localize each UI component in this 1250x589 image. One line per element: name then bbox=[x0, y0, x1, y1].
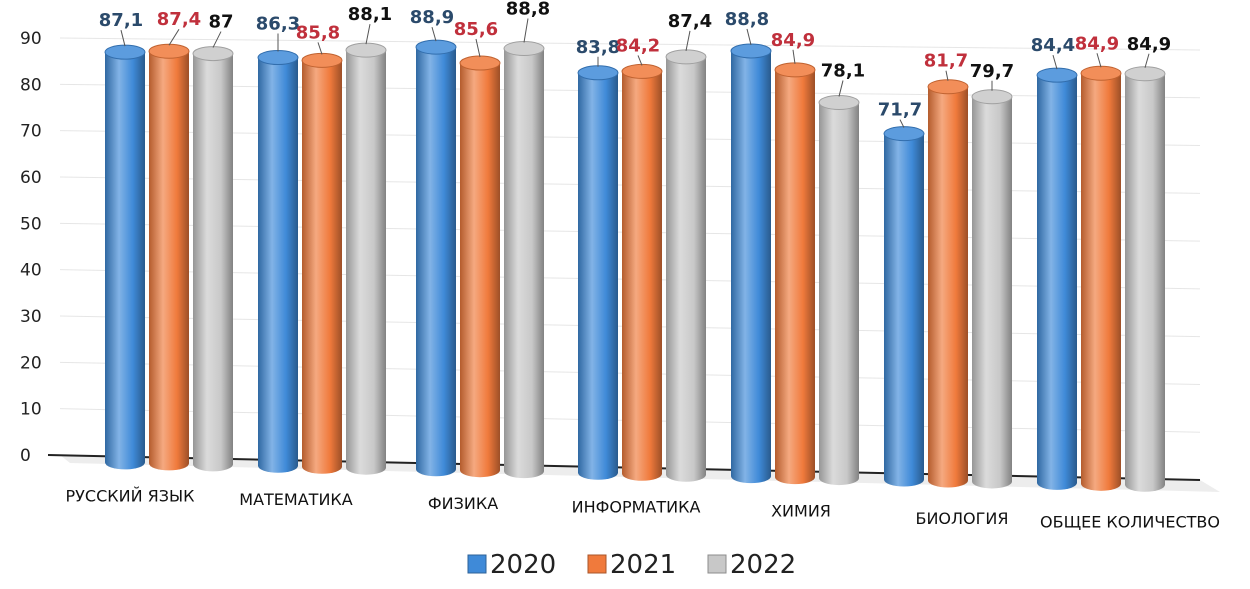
bar-2022-4 bbox=[666, 50, 706, 482]
data-label: 83,8 bbox=[576, 37, 620, 58]
data-label: 84,4 bbox=[1031, 35, 1075, 56]
label-leader-line bbox=[121, 30, 125, 46]
data-label: 79,7 bbox=[970, 61, 1014, 82]
label-leader-line bbox=[793, 50, 795, 64]
data-label: 85,8 bbox=[296, 22, 340, 43]
bar-2022-2 bbox=[346, 43, 386, 475]
x-tick-label: ИНФОРМАТИКА bbox=[572, 498, 701, 517]
label-leader-line bbox=[524, 19, 528, 43]
bar-2021-5 bbox=[775, 63, 815, 484]
data-label: 84,2 bbox=[616, 35, 660, 56]
data-label: 86,3 bbox=[256, 14, 300, 35]
x-tick-label: ФИЗИКА bbox=[428, 494, 498, 513]
data-label: 84,9 bbox=[1127, 34, 1171, 55]
label-leader-line bbox=[1145, 54, 1149, 68]
legend-label: 2020 bbox=[490, 550, 556, 580]
bar-2021-6 bbox=[928, 80, 968, 488]
legend: 2020 2021 2022 bbox=[468, 550, 796, 580]
bar-2021-7 bbox=[1081, 66, 1121, 491]
label-leader-line bbox=[318, 42, 322, 54]
bar-2020-6 bbox=[884, 127, 924, 487]
legend-swatch bbox=[468, 555, 486, 573]
data-label: 88,8 bbox=[506, 0, 550, 20]
y-tick-label: 60 bbox=[20, 168, 42, 188]
data-label: 84,9 bbox=[771, 30, 815, 51]
data-label: 85,6 bbox=[454, 19, 498, 40]
bar-2020-2 bbox=[258, 51, 298, 473]
data-label: 88,1 bbox=[348, 4, 392, 25]
data-label: 81,7 bbox=[924, 51, 968, 72]
bar-2021-3 bbox=[460, 56, 500, 477]
label-leader-line bbox=[1097, 53, 1101, 67]
y-tick-label: 90 bbox=[20, 29, 42, 49]
label-leader-line bbox=[1053, 55, 1057, 69]
legend-swatch bbox=[708, 555, 726, 573]
x-tick-label: РУССКИЙ ЯЗЫК bbox=[66, 487, 196, 506]
y-tick-label: 20 bbox=[20, 353, 42, 373]
legend-swatch bbox=[588, 555, 606, 573]
data-label: 88,9 bbox=[410, 7, 454, 28]
legend-label: 2022 bbox=[730, 550, 796, 580]
x-tick-label: ОБЩЕЕ КОЛИЧЕСТВО bbox=[1040, 512, 1220, 531]
bar-2020-1 bbox=[105, 45, 145, 469]
bar-2020-7 bbox=[1037, 68, 1077, 490]
bar-2020-5 bbox=[731, 44, 771, 483]
x-tick-label: БИОЛОГИЯ bbox=[915, 509, 1008, 528]
data-label: 87,1 bbox=[99, 10, 143, 31]
bar-2021-4 bbox=[622, 64, 662, 480]
label-leader-line bbox=[476, 39, 480, 57]
x-axis-labels: РУССКИЙ ЯЗЫК МАТЕМАТИКА ФИЗИКА ИНФОРМАТИКА Х… bbox=[66, 487, 1220, 532]
bar-2020-4 bbox=[578, 66, 618, 480]
label-leader-line bbox=[432, 27, 436, 41]
bar-2022-1 bbox=[193, 47, 233, 472]
data-label: 78,1 bbox=[821, 61, 865, 82]
y-tick-label: 80 bbox=[20, 75, 42, 95]
bars bbox=[105, 40, 1165, 492]
bar-2021-1 bbox=[149, 44, 189, 470]
label-leader-line bbox=[946, 71, 948, 81]
data-label: 87 bbox=[208, 12, 233, 33]
y-tick-label: 30 bbox=[20, 307, 42, 327]
bar-2021-2 bbox=[302, 53, 342, 473]
y-tick-label: 40 bbox=[20, 261, 42, 281]
data-label: 71,7 bbox=[878, 100, 922, 121]
y-tick-label: 0 bbox=[20, 446, 31, 466]
bar-2022-6 bbox=[972, 90, 1012, 489]
label-leader-line bbox=[747, 29, 751, 45]
data-label: 84,9 bbox=[1075, 33, 1119, 54]
y-tick-label: 70 bbox=[20, 122, 42, 142]
y-tick-label: 10 bbox=[20, 400, 42, 420]
bar-2022-3 bbox=[504, 42, 544, 479]
data-label: 87,4 bbox=[157, 9, 201, 30]
label-leader-line bbox=[839, 81, 843, 97]
data-label: 88,8 bbox=[725, 9, 769, 30]
label-leader-line bbox=[638, 55, 642, 65]
data-label: 87,4 bbox=[668, 11, 712, 32]
bar-2022-5 bbox=[819, 96, 859, 486]
x-tick-label: ХИМИЯ bbox=[771, 501, 831, 520]
bar-2020-3 bbox=[416, 40, 456, 476]
label-leader-line bbox=[169, 29, 179, 45]
y-tick-label: 50 bbox=[20, 214, 42, 234]
bar-2022-7 bbox=[1125, 67, 1165, 492]
label-leader-line bbox=[686, 31, 690, 51]
legend-label: 2021 bbox=[610, 550, 676, 580]
x-tick-label: МАТЕМАТИКА bbox=[239, 490, 352, 509]
